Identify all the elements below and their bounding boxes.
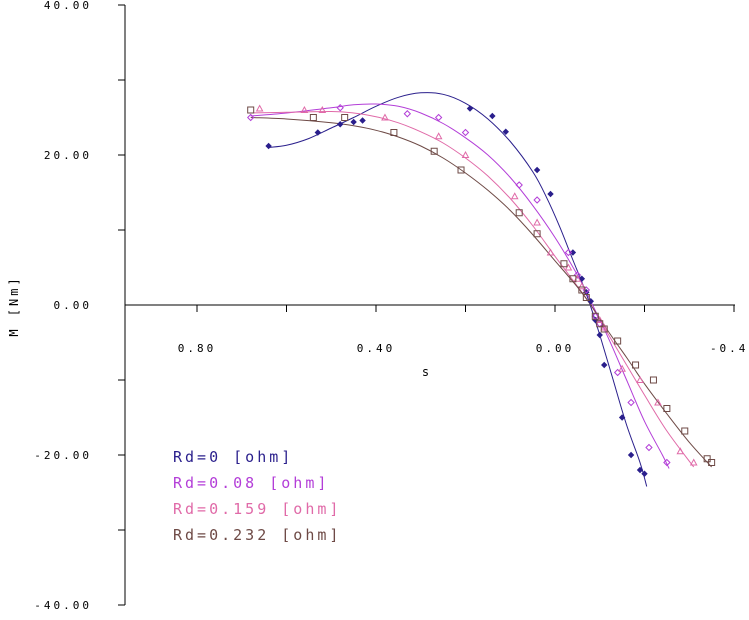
y-tick-label: 0.00 (54, 299, 93, 312)
data-point-series-4 (430, 147, 438, 155)
data-point-series-3 (618, 364, 626, 372)
legend-entry-4: Rd=0.232 [ohm] (173, 526, 341, 544)
data-point-series-3 (434, 132, 443, 140)
data-point-series-2 (434, 113, 443, 122)
y-tick-label: -40.00 (34, 599, 92, 612)
data-point-series-2 (461, 128, 470, 137)
data-point-series-4 (582, 294, 590, 301)
data-point-series-3 (300, 105, 309, 113)
data-point-series-3 (255, 104, 264, 112)
data-point-series-4 (649, 376, 657, 384)
data-point-series-3 (689, 458, 698, 466)
x-tick-label: 0.00 (536, 342, 575, 355)
x-tick-label: -0.40 (710, 342, 749, 355)
data-point-series-2 (336, 104, 344, 112)
series-markers (246, 104, 716, 477)
data-point-series-1 (627, 451, 635, 459)
data-point-series-1 (466, 105, 474, 112)
y-tick-label: -20.00 (34, 449, 92, 462)
y-tick-labels: 40.00 20.00 0.00 -20.00 -40.00 (34, 0, 93, 612)
data-point-series-4 (632, 361, 640, 369)
series-curve-4 (250, 117, 712, 468)
data-point-series-1 (596, 331, 603, 339)
y-tick-label: 20.00 (44, 149, 92, 162)
data-point-series-4 (614, 337, 622, 345)
data-point-series-4 (703, 455, 711, 463)
y-axis-title: M [Nm] (7, 275, 21, 336)
series-curve-3 (250, 110, 695, 468)
data-point-series-2 (403, 110, 412, 118)
data-point-series-4 (515, 209, 523, 217)
x-tick-labels: 0.80 0.40 0.00 -0.40 (178, 342, 749, 355)
data-point-series-2 (515, 181, 523, 189)
x-axis-title: s (422, 365, 432, 379)
data-point-series-4 (708, 459, 716, 466)
data-point-series-4 (560, 260, 568, 268)
data-point-series-4 (591, 312, 599, 320)
series-curve-1 (268, 92, 648, 487)
data-point-series-3 (578, 282, 586, 290)
data-point-series-4 (663, 405, 671, 412)
data-point-series-1 (618, 414, 626, 421)
data-point-series-1 (547, 190, 554, 198)
x-tick-label: 0.80 (178, 342, 217, 355)
y-ticks (118, 4, 125, 606)
data-point-series-4 (247, 106, 255, 114)
data-point-series-4 (596, 320, 604, 328)
data-point-series-3 (533, 218, 541, 226)
data-point-series-4 (600, 325, 608, 333)
data-point-series-2 (533, 196, 541, 204)
data-point-series-3 (461, 150, 470, 158)
data-point-series-2 (246, 113, 255, 122)
data-point-series-1 (489, 112, 496, 120)
data-point-series-4 (578, 286, 586, 294)
series-curve-2 (250, 103, 670, 469)
data-point-series-4 (681, 427, 689, 435)
data-point-series-1 (359, 117, 366, 124)
data-point-series-1 (265, 142, 272, 150)
data-point-series-3 (636, 375, 644, 383)
data-point-series-4 (569, 275, 577, 283)
data-point-series-2 (645, 443, 653, 452)
data-point-series-3 (510, 192, 519, 200)
data-point-series-1 (502, 128, 509, 135)
data-point-series-1 (601, 361, 608, 369)
data-point-series-1 (314, 129, 322, 136)
data-point-series-4 (341, 114, 349, 121)
data-point-series-3 (381, 113, 389, 121)
data-point-series-2 (573, 271, 582, 279)
data-point-series-2 (627, 398, 635, 407)
legend: Rd=0 [ohm] Rd=0.08 [ohm] Rd=0.159 [ohm] Rd=… (173, 448, 341, 544)
axes (124, 5, 735, 605)
x-ticks (196, 305, 735, 312)
data-point-series-1 (636, 466, 644, 474)
data-point-series-2 (564, 248, 573, 257)
data-point-series-2 (663, 458, 671, 467)
legend-entry-2: Rd=0.08 [ohm] (173, 474, 329, 492)
x-tick-label: 0.40 (357, 342, 396, 355)
data-point-series-3 (654, 398, 662, 406)
data-point-series-3 (546, 248, 555, 256)
data-point-series-3 (676, 447, 685, 455)
data-point-series-3 (318, 105, 327, 113)
data-point-series-1 (641, 470, 648, 477)
data-point-series-1 (578, 275, 586, 282)
data-point-series-4 (309, 114, 317, 121)
data-point-series-4 (533, 230, 541, 238)
data-point-series-1 (336, 121, 344, 128)
data-point-series-1 (350, 118, 357, 126)
data-point-series-4 (390, 129, 398, 136)
data-point-series-1 (533, 166, 541, 174)
series-curves (250, 92, 712, 487)
data-point-series-4 (457, 166, 465, 174)
y-tick-label: 40.00 (44, 0, 92, 12)
legend-entry-3: Rd=0.159 [ohm] (173, 500, 341, 518)
legend-entry-1: Rd=0 [ohm] (173, 448, 293, 466)
